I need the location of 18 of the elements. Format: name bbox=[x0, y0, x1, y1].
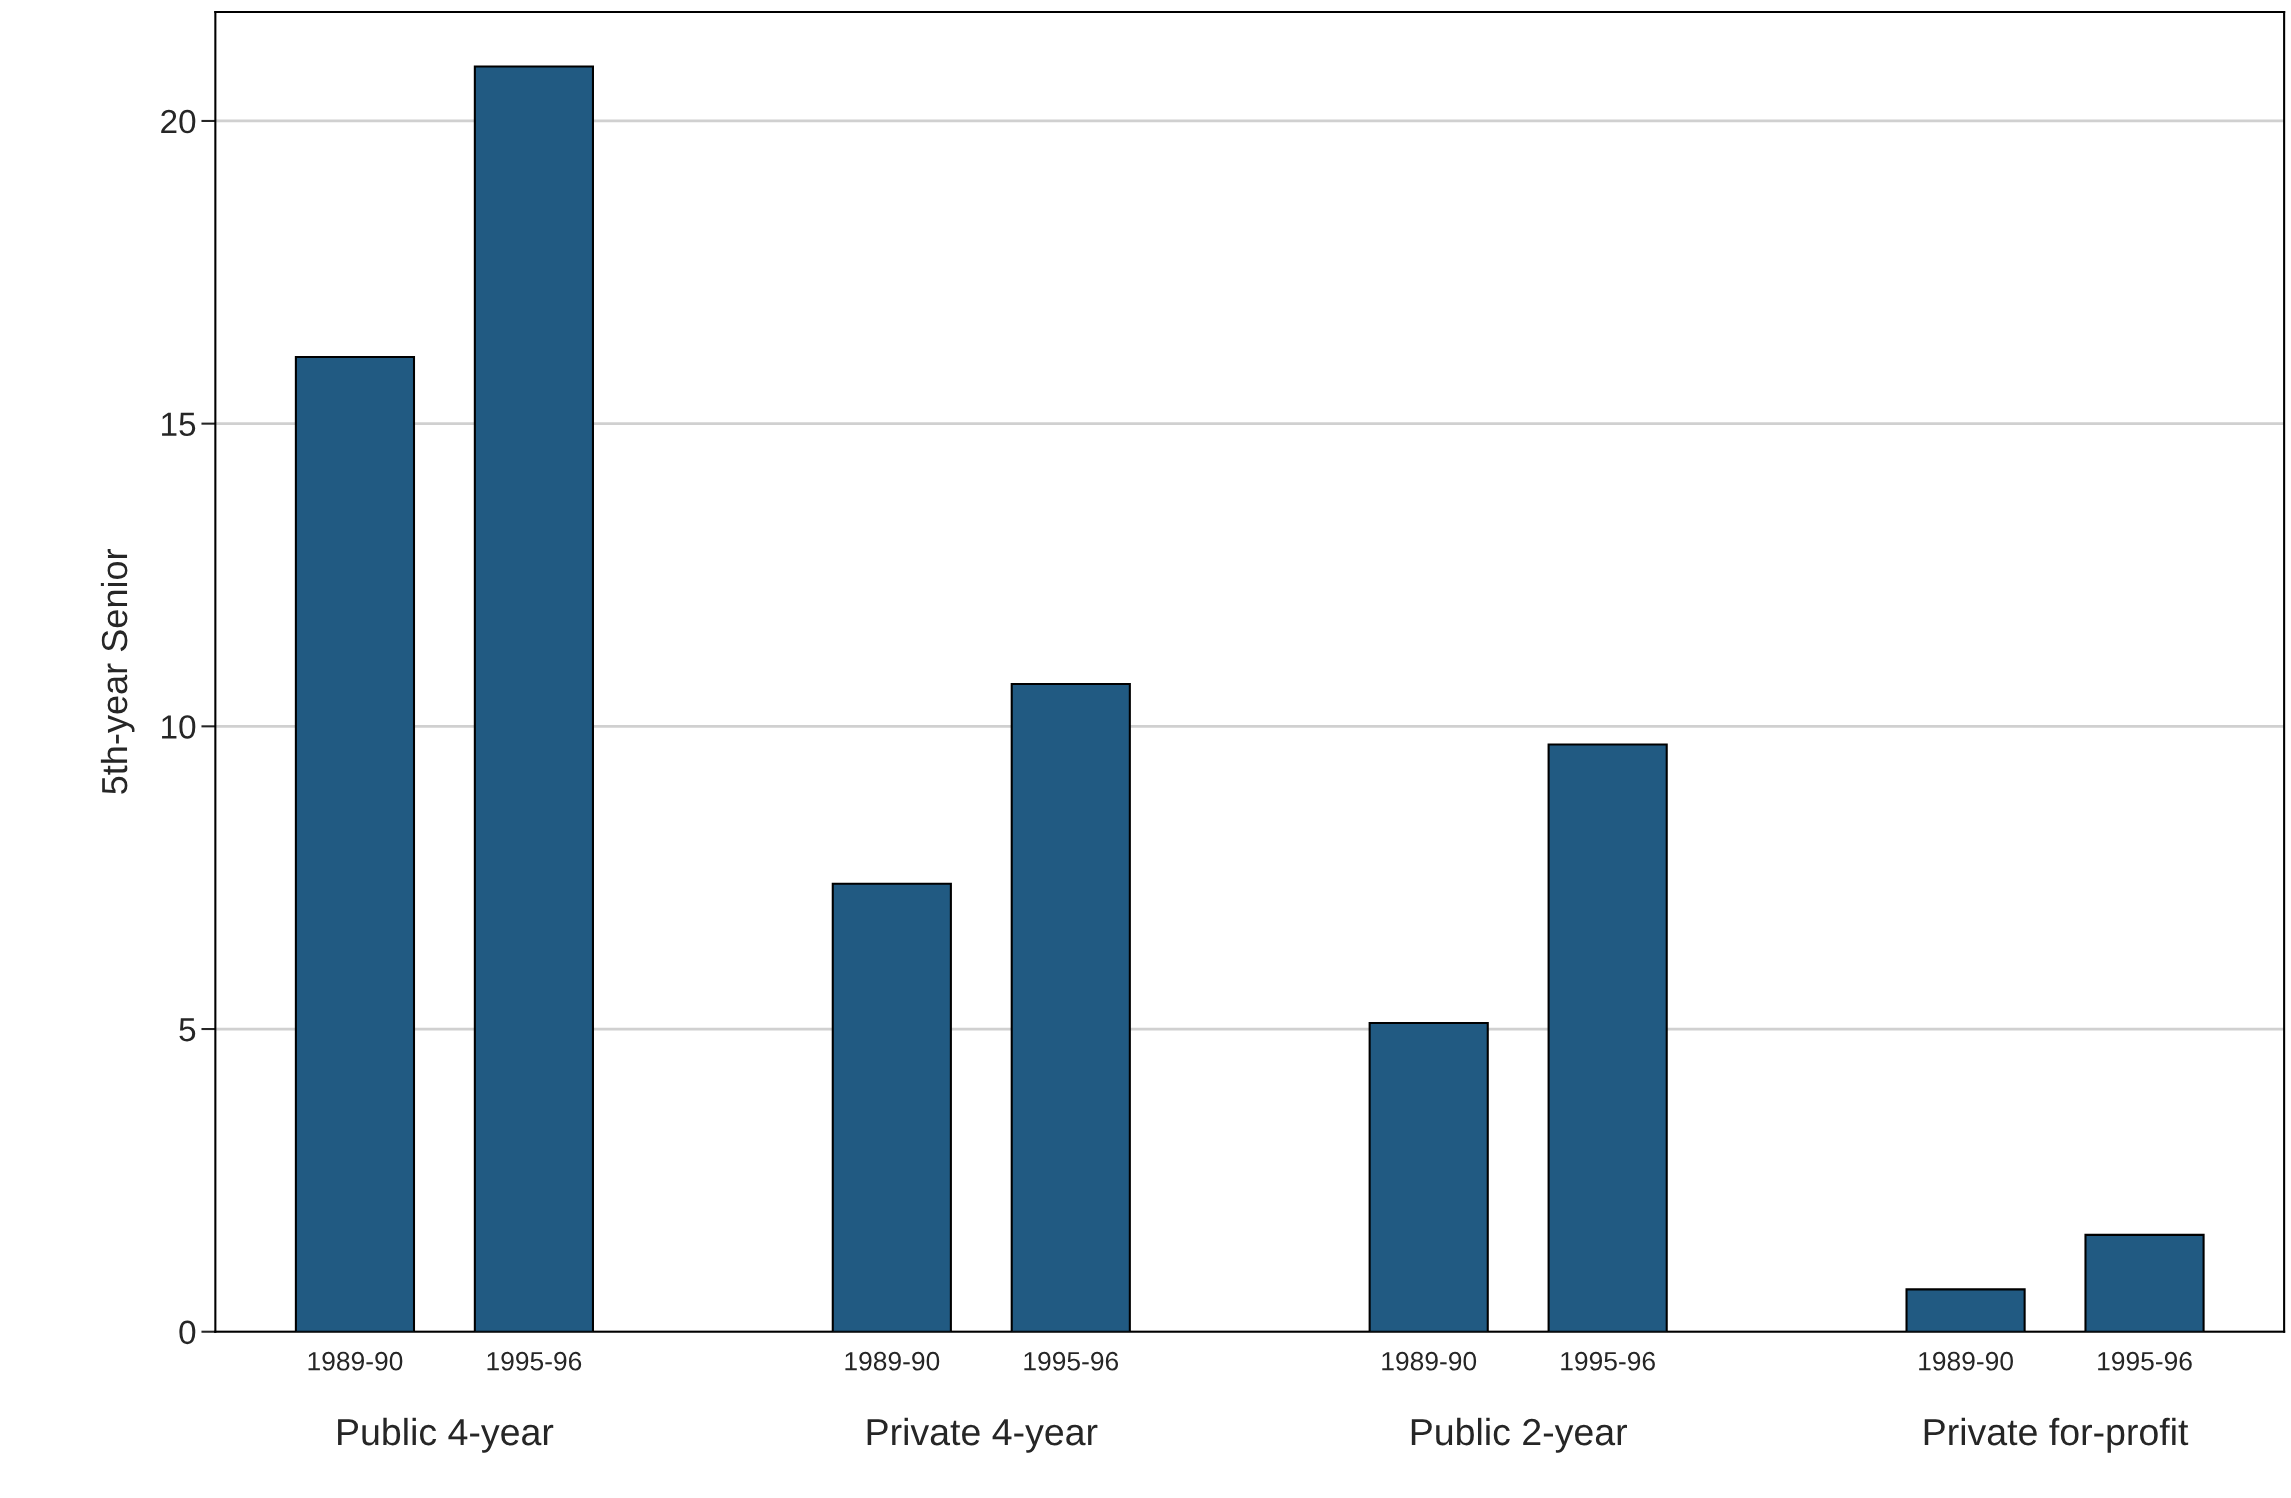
x-tick-label: 1989-90 bbox=[308, 1351, 403, 1371]
text: Private for-profit bbox=[1924, 1417, 2189, 1453]
x-tick-label: 1989-90 bbox=[1382, 1351, 1477, 1371]
x-tick-label: 1995-96 bbox=[487, 1351, 582, 1371]
text: Public 2-year bbox=[1411, 1417, 1627, 1453]
y-tick-label: 10 bbox=[162, 715, 196, 739]
y-tick-label: 15 bbox=[162, 412, 196, 437]
x-tick-label: 1989-90 bbox=[1919, 1351, 2013, 1371]
text: Public 4-year bbox=[338, 1417, 554, 1453]
x-tick-label: 1995-96 bbox=[2098, 1351, 2192, 1371]
x-tick-label: 1995-96 bbox=[1024, 1351, 1119, 1371]
text: Private 4-year bbox=[867, 1417, 1098, 1453]
y-tick-label: 20 bbox=[161, 109, 196, 134]
y-tick-label: 0 bbox=[179, 1320, 196, 1345]
x-tick-label: 1995-96 bbox=[1561, 1351, 1655, 1371]
y-axis-title: 5th-year Senior bbox=[100, 549, 135, 794]
x-tick-label: 1989-90 bbox=[845, 1351, 940, 1371]
y-tick-label: 5 bbox=[179, 1018, 196, 1042]
